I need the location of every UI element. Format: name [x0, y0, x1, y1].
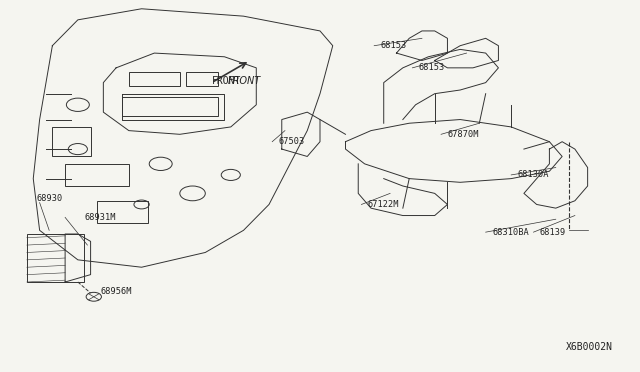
Text: 68931M: 68931M [84, 213, 116, 222]
Text: 67870M: 67870M [447, 130, 479, 139]
Text: X6B0002N: X6B0002N [566, 342, 613, 352]
Text: 68956M: 68956M [100, 287, 132, 296]
Bar [27, 234, 84, 282]
Text: 67122M: 67122M [368, 200, 399, 209]
Text: 68930: 68930 [36, 195, 63, 203]
Bar [186, 71, 218, 86]
Text: FRONT: FRONT [212, 76, 241, 86]
Bar [122, 97, 218, 116]
Bar [129, 71, 180, 86]
Bar [97, 201, 148, 223]
Text: 68130A: 68130A [518, 170, 549, 179]
Bar [65, 164, 129, 186]
Text: 68153: 68153 [381, 41, 407, 50]
Text: 68153: 68153 [419, 63, 445, 72]
Text: 68139: 68139 [540, 228, 566, 237]
Text: 68310BA: 68310BA [492, 228, 529, 237]
Bar [52, 127, 91, 157]
Text: 67503: 67503 [278, 137, 305, 146]
Text: FRONT: FRONT [228, 76, 261, 86]
